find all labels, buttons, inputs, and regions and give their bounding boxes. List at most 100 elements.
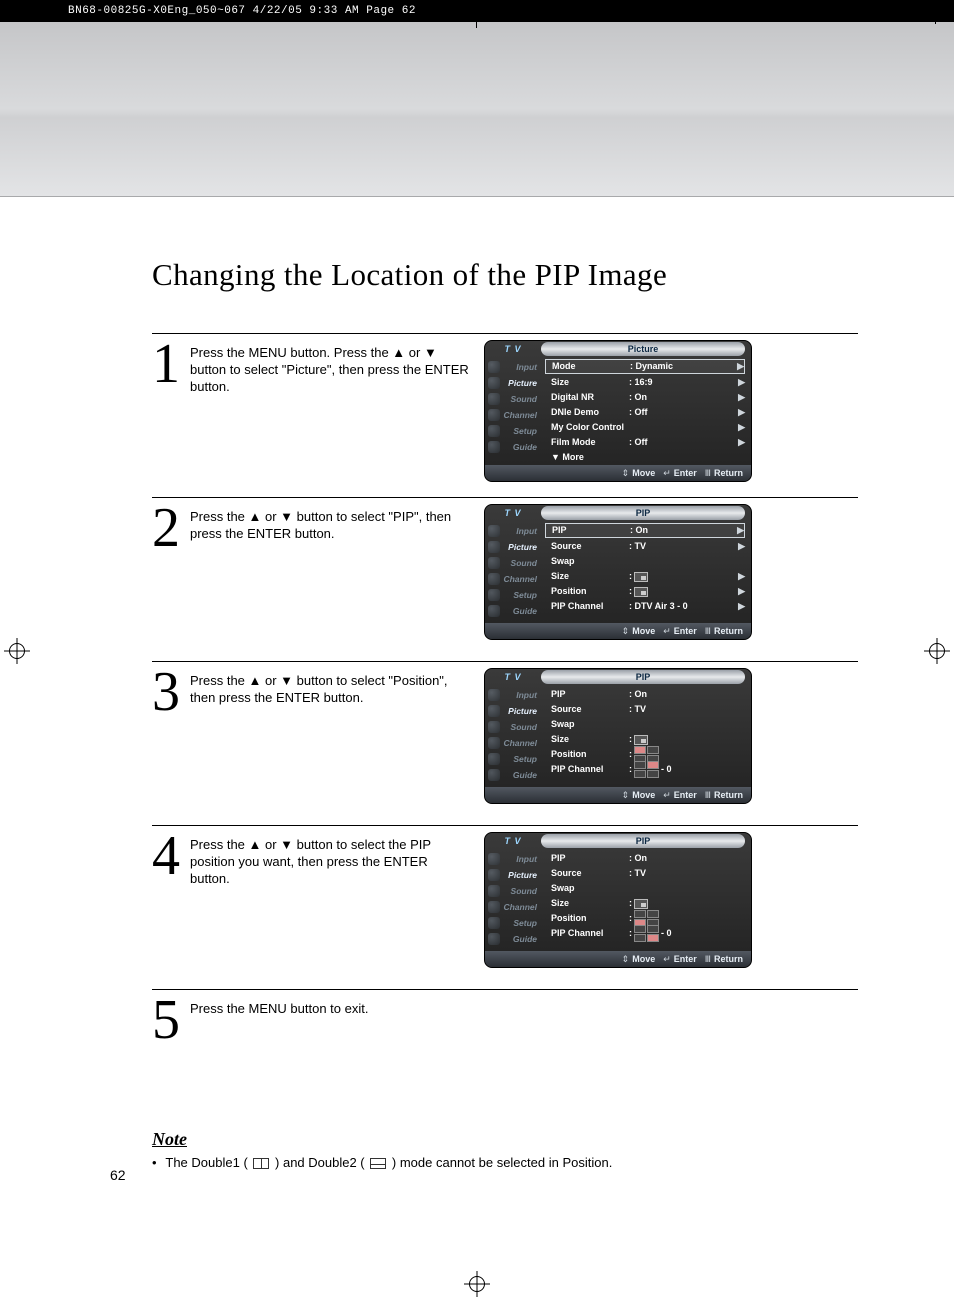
step-text: Press the ▲ or ▼ button to select the PI… [190,832,470,985]
osd-screenshot: T V PIP InputPictureSoundChannelSetupGui… [484,668,752,804]
osd-sidebar: InputPictureSoundChannelSetupGuide [485,357,541,465]
osd-row: Size: ▶ [545,569,745,584]
osd-foot-item: Move [622,468,656,479]
osd-foot-item: Return [705,790,743,801]
osd-row: Size: 16:9▶ [545,375,745,390]
osd-side-item: Picture [485,867,541,883]
note-heading: Note [152,1129,858,1150]
osd-row: PIP Channel: DTV Air 3 - 0▶ [545,599,745,614]
osd-side-item: Input [485,523,541,539]
note-body: • The Double1 ( ) and Double2 ( ) mode c… [152,1154,858,1171]
osd-list: PIP: On▶ Source: TV▶ Swap Size: ▶ Positi… [541,521,751,623]
step-number: 2 [152,506,176,657]
osd-title: PIP [541,506,745,520]
osd-sidebar: InputPictureSoundChannelSetupGuide [485,685,541,787]
osd-row: PIP: On [545,851,745,866]
osd-side-item: Input [485,851,541,867]
osd-side-item: Setup [485,751,541,767]
osd-screenshot: T V Picture InputPictureSoundChannelSetu… [484,340,752,482]
osd-side-item: Guide [485,767,541,783]
note-text: ) mode cannot be selected in Position. [392,1155,612,1170]
note-text: The Double1 ( [165,1155,247,1170]
osd-footer: Move Enter Return [485,787,751,803]
osd-row: Mode: Dynamic▶ [545,359,745,374]
osd-side-item: Setup [485,587,541,603]
osd-side-item: Sound [485,391,541,407]
osd-foot-item: Enter [663,468,697,479]
osd-foot-item: Enter [663,790,697,801]
osd-side-item: Guide [485,931,541,947]
osd-foot-item: Return [705,468,743,479]
osd-row: My Color Control▶ [545,420,745,435]
banner [0,22,954,197]
step-number: 5 [152,998,176,1049]
page-content: Changing the Location of the PIP Image 1… [0,197,954,1171]
osd-list: PIP: On Source: TV Swap Size: Position: … [541,685,751,787]
registration-mark [924,638,950,664]
osd-title: PIP [541,670,745,684]
osd-side-item: Picture [485,375,541,391]
osd-list: PIP: On Source: TV Swap Size: Position: … [541,849,751,951]
osd-side-item: Sound [485,719,541,735]
osd-row: PIP Channel: - 0 [545,762,745,777]
osd-side-item: Picture [485,703,541,719]
step: 4 Press the ▲ or ▼ button to select the … [152,825,858,985]
osd-row: Source: TV [545,866,745,881]
osd-row: Position: [545,911,745,926]
step: 3 Press the ▲ or ▼ button to select "Pos… [152,661,858,821]
osd-side-item: Sound [485,883,541,899]
osd-row: PIP Channel: - 0 [545,926,745,941]
osd-source: T V [485,836,541,846]
osd-screenshot: T V PIP InputPictureSoundChannelSetupGui… [484,832,752,968]
note-text: ) and Double2 ( [275,1155,365,1170]
step-text: Press the MENU button to exit. [190,996,470,1049]
osd-side-item: Setup [485,423,541,439]
osd-row: Film Mode: Off▶ [545,435,745,450]
step-text: Press the MENU button. Press the ▲ or ▼ … [190,340,470,493]
step: 5 Press the MENU button to exit. [152,989,858,1049]
osd-row: PIP: On [545,687,745,702]
osd-row: Swap [545,881,745,896]
osd-foot-item: Move [622,790,656,801]
osd-row: Swap [545,717,745,732]
osd-title: Picture [541,342,745,356]
osd-side-item: Picture [485,539,541,555]
osd-row: Size: [545,896,745,911]
osd-side-item: Channel [485,407,541,423]
osd-row: ▼ More [545,450,745,465]
step-number: 1 [152,342,176,493]
osd-side-item: Guide [485,439,541,455]
osd-side-item: Input [485,359,541,375]
osd-side-item: Channel [485,899,541,915]
step-text: Press the ▲ or ▼ button to select "PIP",… [190,504,470,657]
osd-row: Swap [545,554,745,569]
double2-icon [370,1158,386,1169]
osd-sidebar: InputPictureSoundChannelSetupGuide [485,521,541,623]
step: 2 Press the ▲ or ▼ button to select "PIP… [152,497,858,657]
step-number: 4 [152,834,176,985]
osd-side-item: Sound [485,555,541,571]
crop-mark [906,0,954,48]
osd-foot-item: Return [705,626,743,637]
double1-icon [253,1158,269,1169]
osd-side-item: Channel [485,571,541,587]
step-number: 3 [152,670,176,821]
osd-row: Source: TV [545,702,745,717]
osd-foot-item: Enter [663,954,697,965]
registration-mark [4,638,30,664]
osd-foot-item: Move [622,626,656,637]
osd-sidebar: InputPictureSoundChannelSetupGuide [485,849,541,951]
page-number: 62 [110,1167,126,1183]
osd-footer: MoveEnterReturn [485,951,751,967]
osd-side-item: Channel [485,735,541,751]
step-text: Press the ▲ or ▼ button to select "Posit… [190,668,470,821]
osd-footer: Move Enter Return [485,465,751,481]
osd-row: Digital NR: On▶ [545,390,745,405]
osd-source: T V [485,344,541,354]
registration-mark [464,1271,490,1297]
osd-foot-item: Enter [663,626,697,637]
osd-list: Mode: Dynamic▶ Size: 16:9▶ Digital NR: O… [541,357,751,465]
osd-side-item: Input [485,687,541,703]
osd-row: Position: [545,747,745,762]
osd-foot-item: Return [705,954,743,965]
